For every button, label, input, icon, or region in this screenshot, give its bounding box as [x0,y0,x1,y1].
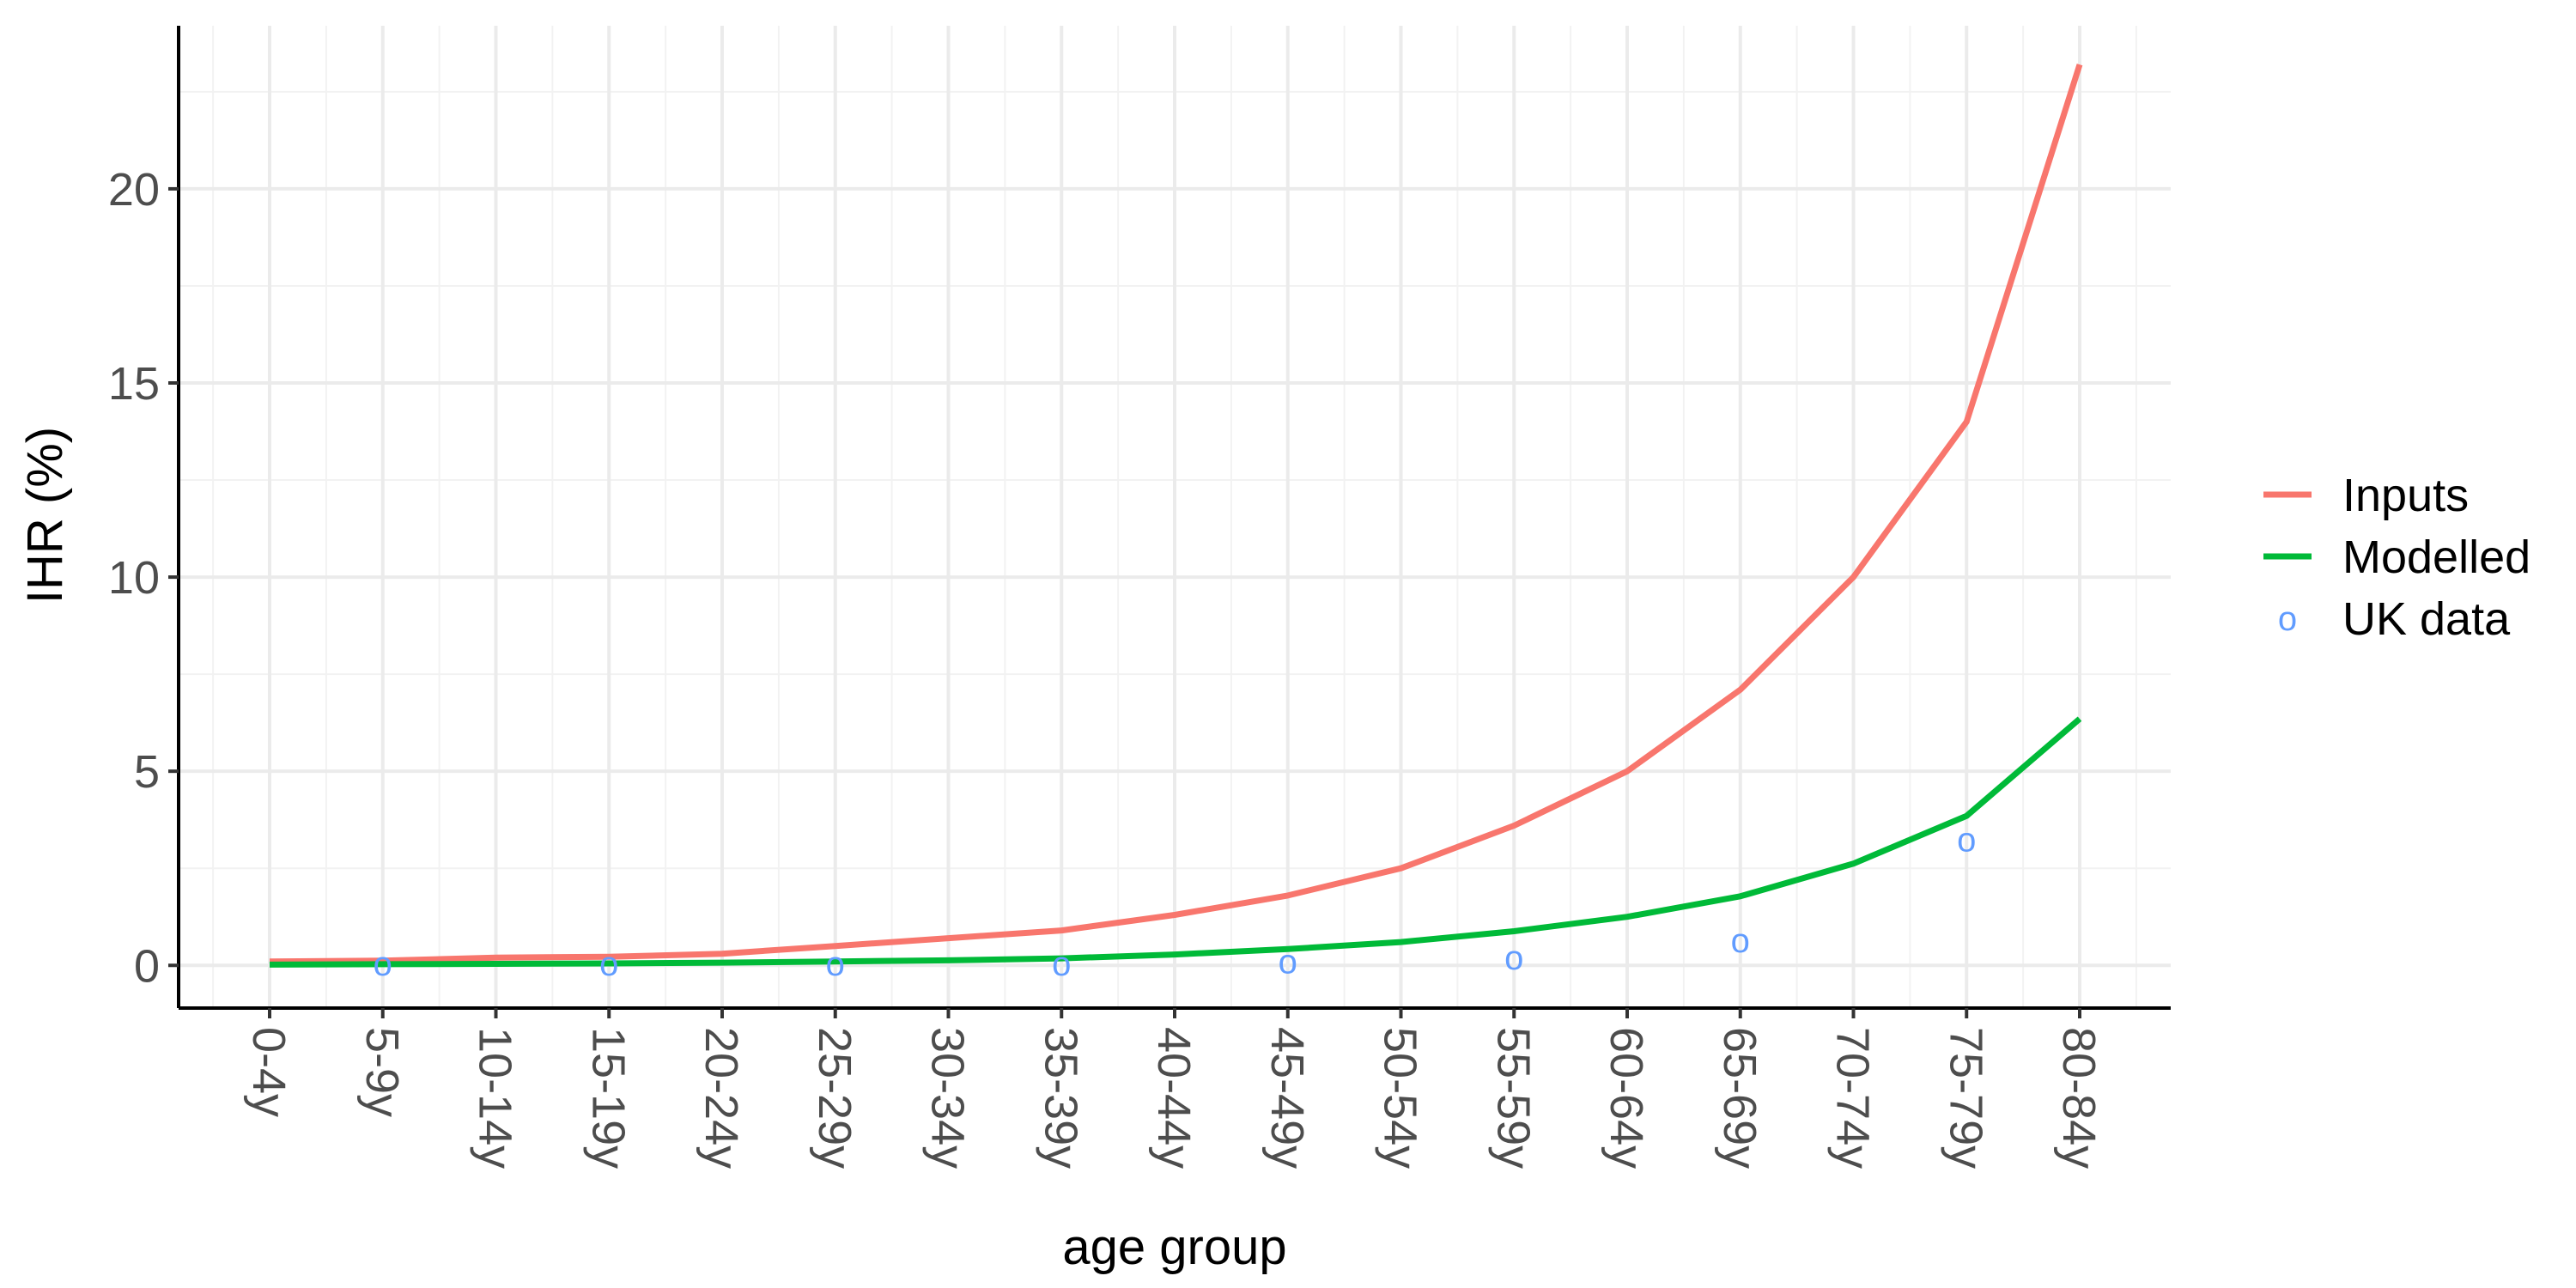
x-tick-label: 40-44y [1148,1027,1200,1169]
series-layer: o o o o o o o o [269,64,2083,983]
series-line-inputs [269,64,2083,965]
x-tick-label: 25-29y [809,1027,860,1169]
x-tick-label: 70-74y [1827,1027,1879,1169]
x-tick-label: 80-84y [2053,1027,2105,1169]
x-axis-title: age group [1062,1219,1286,1275]
y-tick-label: 5 [134,746,160,798]
y-tick-label: 15 [108,358,160,410]
x-tick-label: 30-34y [922,1027,974,1169]
data-point-uk: o [1052,945,1071,983]
x-tick-label: 20-24y [696,1027,747,1169]
grid-major [179,26,2171,1008]
legend-label: Inputs [2342,470,2469,521]
data-point-uk: o [1279,944,1297,981]
y-tick-label: 10 [108,552,160,604]
y-ticks: 0 5 10 15 20 [108,164,179,992]
legend-key-point: o [2278,600,2297,638]
x-tick-label: 50-54y [1375,1027,1426,1169]
x-tick-label: 75-79y [1940,1027,1991,1169]
data-point-uk: o [1504,939,1523,977]
x-tick-label: 10-14y [470,1027,521,1169]
x-tick-label: 60-64y [1601,1027,1652,1169]
x-tick-label: 0-4y [243,1027,295,1117]
series-line-modelled [269,716,2082,968]
y-axis-title: IHR (%) [17,427,73,604]
data-point-uk: o [826,945,845,983]
y-tick-label: 20 [108,164,160,216]
data-point-uk: o [374,945,392,983]
x-tick-label: 55-59y [1487,1027,1539,1169]
x-tick-label: 5-9y [356,1027,408,1117]
x-ticks: 0-4y 5-9y 10-14y 15-19y 20-24y 25-29y 30-34y 35… [243,1008,2105,1169]
x-tick-label: 35-39y [1035,1027,1086,1169]
x-tick-label: 65-69y [1714,1027,1765,1169]
x-tick-label: 15-19y [582,1027,634,1169]
legend-label: Modelled [2342,532,2530,583]
x-tick-label: 45-49y [1261,1027,1313,1169]
legend: Inputs Modelled o UK data [2263,470,2530,645]
data-point-uk: o [1731,922,1750,960]
data-point-uk: o [599,945,618,983]
y-tick-label: 0 [134,940,160,992]
data-point-uk: o [1957,821,1976,859]
legend-label: UK data [2342,593,2511,645]
